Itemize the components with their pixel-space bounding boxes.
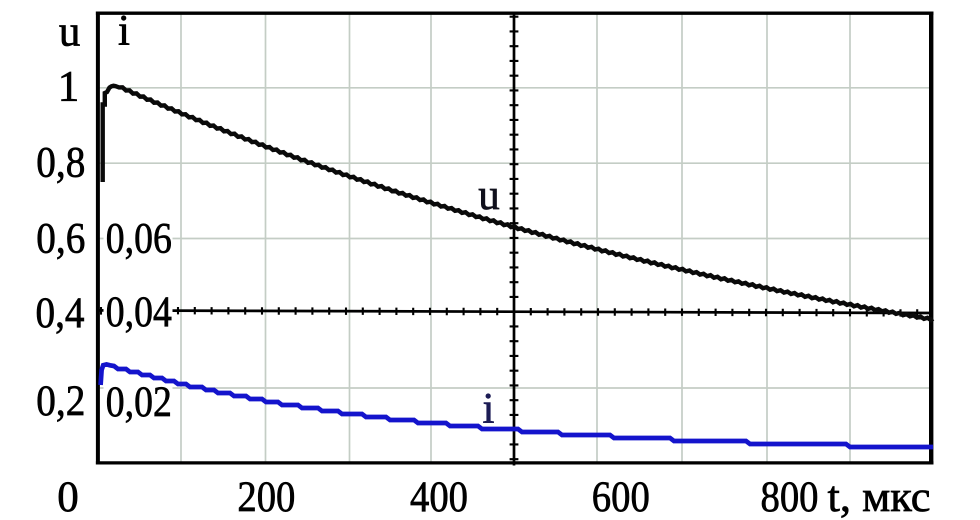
svg-text:400: 400 (410, 474, 468, 520)
svg-text:u: u (59, 9, 81, 56)
svg-text:800: 800 (761, 474, 819, 520)
svg-text:600: 600 (592, 474, 650, 520)
svg-text:1: 1 (58, 64, 80, 111)
svg-text:t, мкс: t, мкс (828, 474, 931, 520)
svg-text:0,2: 0,2 (36, 378, 85, 425)
svg-text:0,02: 0,02 (106, 379, 172, 426)
svg-text:0,6: 0,6 (36, 216, 85, 263)
svg-text:i: i (483, 386, 495, 433)
svg-text:200: 200 (237, 474, 295, 520)
svg-text:i: i (118, 7, 130, 54)
svg-text:0,8: 0,8 (36, 140, 85, 187)
svg-text:0,06: 0,06 (106, 216, 172, 263)
svg-text:0,4: 0,4 (36, 290, 85, 337)
svg-text:0: 0 (57, 474, 79, 520)
svg-text:u: u (478, 172, 500, 219)
svg-text:0,04: 0,04 (106, 289, 172, 336)
